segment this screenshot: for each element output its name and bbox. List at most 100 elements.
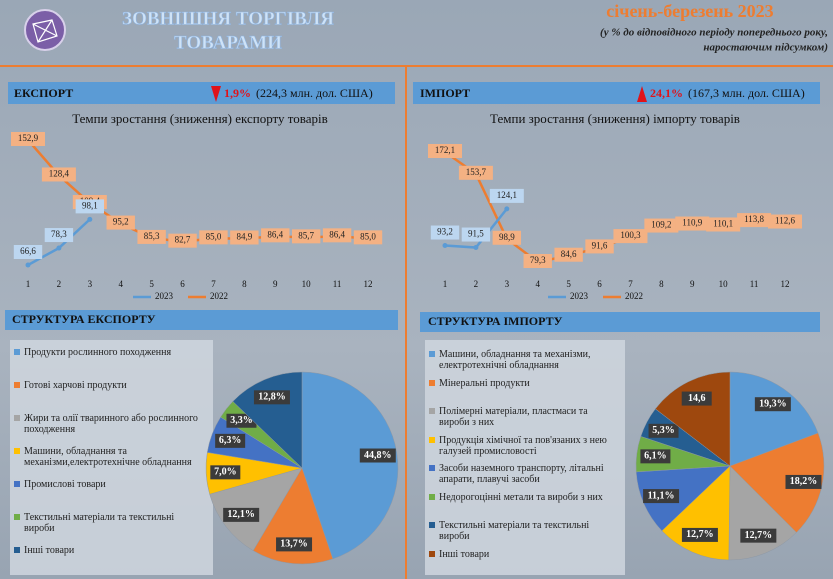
label-box xyxy=(640,449,671,464)
legend-swatch xyxy=(14,547,20,553)
x-tick-label: 2 xyxy=(474,279,479,289)
label-box xyxy=(754,397,791,412)
down-arrow xyxy=(211,86,221,102)
legend-label: Продукти рослинного походження xyxy=(24,347,172,358)
label-box xyxy=(492,230,522,245)
legend-swatch xyxy=(429,351,435,357)
panel-bar xyxy=(8,82,395,104)
label-box xyxy=(106,215,135,230)
value-label: 152,9 xyxy=(18,133,39,143)
label-box xyxy=(322,228,352,243)
label-box xyxy=(276,537,313,552)
label-box xyxy=(230,230,259,245)
legend-item: Текстильні матеріали та текстильні вироб… xyxy=(14,512,204,534)
period: січень-березень 2023 xyxy=(606,1,773,21)
legend-item: Текстильні матеріали та текстильні вироб… xyxy=(429,520,619,542)
point xyxy=(25,262,31,268)
x-tick-label: 10 xyxy=(302,279,312,289)
label-box xyxy=(44,228,74,243)
value-label: 12,7% xyxy=(745,530,773,541)
label-box xyxy=(75,199,105,214)
value-label: 79,3 xyxy=(530,255,546,265)
value-label: 86,4 xyxy=(267,229,283,239)
value-label: 12,7% xyxy=(686,529,714,540)
value-label: 84,6 xyxy=(561,249,577,259)
legend-item: Продукція хімічної та пов'язаних з нею г… xyxy=(429,435,619,457)
label-box xyxy=(681,391,712,406)
section-title: СТРУКТУРА ІМПОРТУ xyxy=(428,314,563,328)
label-box xyxy=(648,423,679,438)
legend-swatch xyxy=(429,522,435,528)
legend-swatch xyxy=(14,349,20,355)
legend-item: Полімерні матеріали, пластмаси та вироби… xyxy=(429,406,619,428)
value-label: 84,9 xyxy=(236,232,252,242)
legend-swatch xyxy=(429,550,435,557)
value-label: 110,9 xyxy=(682,218,702,228)
legend-label: Інші товари xyxy=(24,545,75,556)
series-line xyxy=(27,139,369,243)
pie-slice xyxy=(252,467,334,565)
amount: (224,3 млн. дол. США) xyxy=(256,86,373,100)
legend-label: 2022 xyxy=(625,291,643,301)
x-tick-label: 1 xyxy=(26,279,31,289)
title-line: ТОВАРАМИ xyxy=(174,32,282,53)
legend-label: Текстильні матеріали та текстильні вироб… xyxy=(24,512,175,534)
legend-label: Мінеральні продукти xyxy=(439,377,530,389)
legend-label: 2023 xyxy=(155,291,174,301)
x-tick-label: 11 xyxy=(750,279,759,289)
label-box xyxy=(359,448,396,463)
legend-label: Машини, обладнання та механізми, електро… xyxy=(439,349,591,371)
label-box xyxy=(554,247,583,262)
up-arrow xyxy=(637,86,647,102)
point xyxy=(442,243,448,249)
legend-label: Інші товари xyxy=(439,548,490,560)
section-bar xyxy=(5,310,398,330)
legend-swatch xyxy=(429,408,435,414)
x-tick-label: 2 xyxy=(57,279,62,289)
x-tick-label: 6 xyxy=(180,279,185,289)
value-label: 14,6 xyxy=(688,393,706,404)
value-label: 85,7 xyxy=(298,230,314,240)
legend-item: Інші товари xyxy=(429,549,619,560)
value-label: 153,7 xyxy=(466,167,487,177)
value-label: 91,6 xyxy=(592,240,608,250)
value-label: 124,1 xyxy=(497,190,517,200)
panel-heading: ІМПОРТ xyxy=(420,86,470,100)
label-box xyxy=(523,254,552,268)
legend-label: Жири та олії тваринного або рослинного п… xyxy=(24,413,198,435)
x-tick-label: 12 xyxy=(364,279,373,289)
value-label: 113,8 xyxy=(744,214,764,224)
value-label: 44,8% xyxy=(364,450,392,461)
value-label: 12,1% xyxy=(227,509,255,520)
value-label: 18,2% xyxy=(790,476,818,487)
x-tick-label: 12 xyxy=(781,279,790,289)
legend-item: Жири та олії тваринного або рослинного п… xyxy=(14,413,204,435)
legend-swatch xyxy=(14,514,20,520)
value-label: 128,4 xyxy=(49,169,70,179)
label-box xyxy=(137,229,166,244)
legend-label: Машини, обладнання та механізми,електрот… xyxy=(24,446,192,468)
legend-box xyxy=(425,340,625,575)
label-box xyxy=(261,228,290,243)
legend-item: Готові харчові продукти xyxy=(14,380,204,391)
legend-item: Машини, обладнання та механізми, електро… xyxy=(429,349,619,371)
title-line: ЗОВНІШНЯ ТОРГІВЛЯ xyxy=(122,8,334,29)
label-box xyxy=(643,489,680,504)
legend-item: Засоби наземного транспорту, літальні ап… xyxy=(429,463,619,485)
value-label: 82,7 xyxy=(175,235,191,245)
legend-item: Промислові товари xyxy=(14,479,204,490)
legend-swatch xyxy=(14,481,20,487)
point xyxy=(56,245,62,251)
legend-item: Недорогоцінні метали та вироби з них xyxy=(429,492,619,503)
amount: (167,3 млн. дол. США) xyxy=(688,86,805,100)
x-tick-label: 6 xyxy=(597,279,602,289)
value-label: 98,9 xyxy=(499,232,515,242)
legend-box xyxy=(10,340,213,575)
label-box xyxy=(11,132,45,146)
point xyxy=(504,206,510,212)
label-box xyxy=(706,217,741,232)
legend-label: 2022 xyxy=(210,291,228,301)
value-label: 93,2 xyxy=(437,227,453,237)
value-label: 6,3% xyxy=(219,435,242,446)
